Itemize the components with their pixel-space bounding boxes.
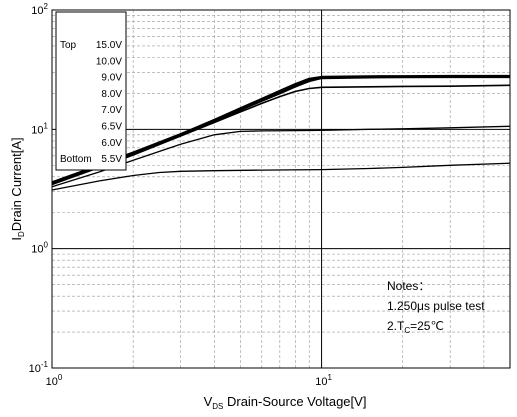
y-tick-label: 102 [31,2,48,17]
series-lines [51,74,511,191]
legend-entry: 6.0V [101,138,122,149]
legend-entry: 6.5V [101,122,122,133]
series-line-8-0V [51,84,511,186]
x-axis-label: VDS Drain-Source Voltage[V] [204,394,367,411]
y-tick-label-base: 10 [29,363,41,375]
legend-entry: 15.0V [96,40,122,51]
plot-frame [51,9,511,369]
x-tick-label-base: 10 [315,376,327,388]
legend: Top 15.0V 10.0V 9.0V 8.0V 7.0V 6.5V 6.0V Bottom 5… [55,11,127,171]
notes-line-2-post: =25℃ [410,319,444,333]
notes-line-2-sub: C [404,326,410,335]
y-tick-label: 101 [31,121,48,136]
x-tick-label: 101 [315,373,332,388]
y-tick-label-exponent: 1 [44,121,49,130]
x-tick-label-exponent: 0 [58,373,63,382]
y-tick-label-exponent: 0 [44,241,49,250]
legend-box [55,11,127,171]
y-tick-label-base: 10 [31,5,43,17]
notes-line-2: 2.TC=25℃ [387,319,444,335]
y-tick-label-exponent: -1 [41,360,49,369]
notes-line-1: 1.250μs pulse test [387,299,485,313]
legend-entry: 7.0V [101,105,122,116]
y-tick-label-exponent: 2 [44,2,49,11]
x-tick-label-base: 10 [46,376,58,388]
legend-rows: Top 15.0V 10.0V 9.0V 8.0V 7.0V 6.5V 6.0V Bottom 5… [60,40,122,165]
y-tick-label: 10-1 [29,360,49,375]
major-gridlines [52,10,510,368]
legend-prefix: Top [60,40,77,51]
x-tick-label-exponent: 1 [327,373,332,382]
y-axis-label: IDDrain Current[A] [9,137,26,240]
minor-gridlines [52,10,510,368]
series-line-5-5V [51,162,511,191]
legend-entry: 9.0V [101,73,122,84]
y-tick-label: 100 [31,241,48,256]
legend-entry: 5.5V [101,154,122,165]
y-tick-label-base: 10 [31,244,43,256]
legend-entry: 10.0V [96,56,122,67]
y-axis-label-sub: D [17,231,26,237]
legend-entry: 8.0V [101,89,122,100]
x-axis-label-rest: Drain-Source Voltage[V] [223,394,366,409]
series-line-6-5V [51,125,511,188]
x-axis-label-sub: DS [212,402,223,411]
y-axis-label-main: I [9,237,24,241]
notes-line-2-pre: 2.T [387,319,405,333]
x-axis-label-main: V [204,394,213,409]
x-tick-label: 100 [46,373,63,388]
y-tick-label-base: 10 [31,124,43,136]
y-axis-label-rest: Drain Current[A] [9,137,24,231]
legend-prefix: Bottom [60,154,92,165]
notes-title: Notes： [387,279,430,293]
notes-annotation: Notes： 1.250μs pulse test 2.TC=25℃ [387,279,485,335]
